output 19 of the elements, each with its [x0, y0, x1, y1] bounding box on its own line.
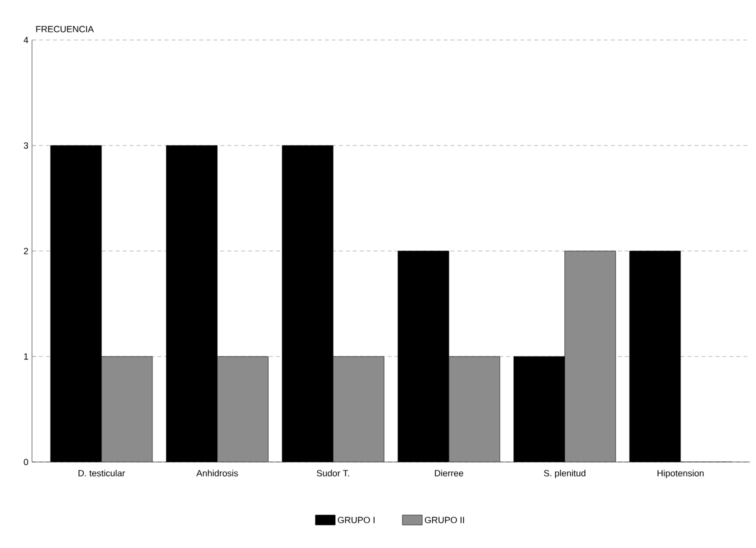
y-tick-label: 2 — [24, 248, 28, 254]
y-axis-title: FRECUENCIA — [36, 26, 94, 32]
x-tick-label: Hipotension — [658, 470, 704, 478]
bar — [564, 251, 616, 462]
bar — [448, 356, 500, 462]
x-tick-label: Dierree — [434, 470, 464, 476]
x-tick-label: D. testicular — [78, 470, 125, 476]
x-tick-label: S. plenitud — [544, 470, 586, 478]
y-tick-label: 1 — [24, 353, 28, 360]
legend-label: GRUPO II — [424, 516, 464, 524]
bar — [217, 356, 268, 462]
legend-label: GRUPO I — [338, 516, 374, 524]
y-tick-label: 4 — [24, 36, 28, 44]
y-tick-label: 3 — [24, 142, 28, 149]
y-tick-label: 0 — [24, 458, 28, 466]
bar — [333, 356, 384, 462]
x-tick-label: Sudor T. — [316, 470, 349, 476]
bar — [101, 356, 152, 462]
x-tick-label: Anhidrosis — [196, 470, 238, 476]
